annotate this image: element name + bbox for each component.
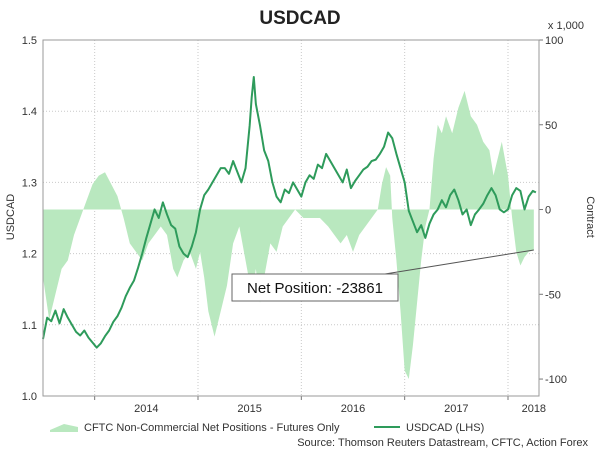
left-axis-ticks: 1.0 1.1 1.2 1.3 1.4 1.5: [22, 35, 37, 403]
right-axis-tick-label: -100: [545, 374, 567, 386]
left-axis-tick-label: 1.0: [22, 391, 37, 403]
callout-pointer-line: [384, 249, 534, 275]
net-position-callout: Net Position: -23861: [231, 249, 534, 302]
left-axis-tick-label: 1.3: [22, 177, 37, 189]
net-positions-area-layer: [43, 90, 534, 380]
legend-label-net-positions: CFTC Non-Commercial Net Positions - Futu…: [84, 422, 340, 434]
x-axis-tick-label: 2018: [522, 403, 546, 415]
net-positions-area: [43, 90, 534, 380]
right-axis-tick-label: 50: [545, 120, 557, 132]
right-axis-unit-note: x 1,000: [548, 20, 584, 32]
plot-frame: [42, 39, 540, 397]
left-axis-title: USDCAD: [5, 194, 17, 241]
legend: CFTC Non-Commercial Net Positions - Futu…: [50, 422, 484, 434]
right-axis-ticks: 100 50 0 -50 -100: [539, 35, 567, 386]
x-axis-tick-label: 2016: [341, 403, 365, 415]
x-axis-tick-label: 2017: [444, 403, 468, 415]
right-axis-title: Contract: [584, 196, 596, 238]
chart-title: USDCAD: [259, 8, 340, 29]
left-axis-tick-label: 1.4: [22, 106, 37, 118]
x-axis-ticks: 2014 2015 2016 2017 2018: [94, 396, 546, 415]
usdcad-line-layer: [42, 76, 537, 349]
right-axis-tick-label: 100: [545, 35, 563, 47]
callout-box: [231, 273, 399, 302]
left-axis-tick-label: 1.1: [22, 320, 37, 332]
legend-area-swatch: [50, 424, 78, 432]
left-axis-tick-label: 1.2: [22, 249, 37, 261]
source-note: Source: Thomson Reuters Datastream, CFTC…: [297, 437, 588, 449]
right-axis-tick-label: 0: [545, 205, 551, 217]
legend-label-usdcad: USDCAD (LHS): [406, 422, 484, 434]
x-axis-tick-label: 2014: [134, 403, 158, 415]
right-axis-tick-label: -50: [545, 289, 561, 301]
left-axis-tick-label: 1.5: [22, 35, 37, 47]
x-axis-tick-label: 2015: [237, 403, 261, 415]
usdcad-line: [42, 76, 537, 349]
callout-label: Net Position: -23861: [247, 280, 383, 297]
